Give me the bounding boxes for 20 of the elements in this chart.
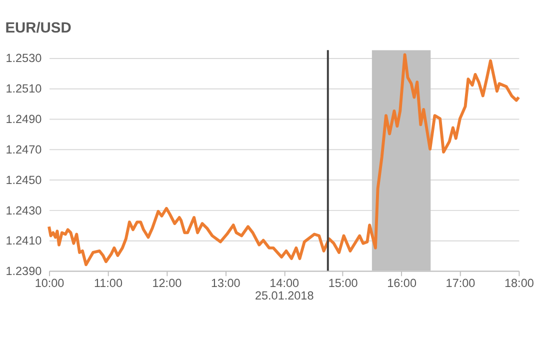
- x-tick-label: 11:00: [94, 276, 123, 290]
- y-tick-label: 1.2450: [6, 174, 42, 187]
- x-tick-label: 17:00: [446, 276, 476, 290]
- x-tick-label: 10:00: [34, 276, 65, 290]
- x-tick-label: 13:00: [210, 276, 241, 290]
- x-tick-label: 14:00: [270, 276, 300, 290]
- y-tick-label: 1.2490: [6, 113, 42, 126]
- x-tick-label: 18:00: [504, 276, 534, 290]
- x-tick-label: 16:00: [387, 276, 417, 290]
- x-axis-title: 25.01.2018: [254, 290, 314, 303]
- chart-title: EUR/USD: [5, 20, 72, 36]
- y-tick-label: 1.2430: [6, 204, 42, 218]
- y-tick-label: 1.2530: [6, 52, 42, 66]
- y-tick-label: 1.2390: [6, 265, 42, 278]
- y-tick-label: 1.2470: [6, 143, 42, 156]
- x-tick-label: 12:00: [152, 276, 182, 290]
- y-tick-label: 1.2510: [6, 82, 42, 96]
- y-tick-label: 1.2410: [6, 234, 42, 248]
- x-tick-label: 15:00: [328, 276, 358, 290]
- line-series: [48, 53, 520, 266]
